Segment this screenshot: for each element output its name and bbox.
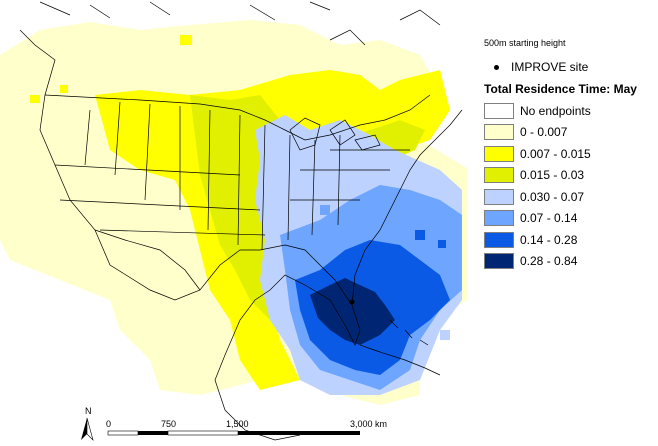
boundaries [19, 1, 463, 441]
legend-class-label: 0 - 0.007 [520, 125, 568, 140]
north-label: N [85, 406, 92, 416]
legend-class-row: 0.14 - 0.28 [484, 229, 656, 251]
residence-grid [0, 20, 467, 405]
east-coast [351, 109, 463, 306]
legend-class-label: 0.07 - 0.14 [520, 211, 578, 226]
legend-class-label: 0.007 - 0.015 [520, 146, 591, 161]
legend-class-label: 0.015 - 0.03 [520, 168, 585, 183]
band-0.28-0.84 [310, 278, 395, 345]
legend-class-label: 0.28 - 0.84 [520, 254, 578, 269]
legend-class-label: 0.030 - 0.07 [520, 189, 585, 204]
legend-swatch [484, 167, 514, 184]
legend-title: Total Residence Time: May [484, 82, 637, 96]
improve-site-marker[interactable] [349, 299, 355, 305]
legend-swatch [484, 231, 514, 248]
legend-classes: No endpoints 0 - 0.007 0.007 - 0.015 0.0… [478, 100, 656, 272]
legend-swatch [484, 145, 514, 162]
legend-swatch [484, 124, 514, 141]
legend-class-row: 0.015 - 0.03 [484, 165, 656, 187]
legend-class-row: 0.28 - 0.84 [484, 251, 656, 273]
map-panel[interactable]: N 0 750 1,500 3,000 km [0, 0, 467, 446]
site-dot-icon [494, 64, 499, 70]
north-america-outline [19, 29, 361, 441]
legend-class-row: 0.07 - 0.14 [484, 208, 656, 230]
legend-subtitle: 500m starting height [484, 38, 566, 48]
legend-site-label: IMPROVE site [511, 60, 589, 74]
scale-tick-1500: 1,500 [226, 419, 249, 429]
canada-us-border [44, 94, 431, 141]
legend: 500m starting height IMPROVE site Total … [478, 38, 656, 272]
legend-class-row: 0 - 0.007 [484, 122, 656, 144]
legend-site-entry: IMPROVE site [494, 60, 656, 74]
legend-swatch [484, 102, 514, 119]
legend-class-row: 0.007 - 0.015 [484, 143, 656, 165]
legend-swatch [484, 188, 514, 205]
legend-class-row: 0.030 - 0.07 [484, 186, 656, 208]
legend-class-row: No endpoints [484, 100, 656, 122]
scale-tick-0: 0 [106, 419, 111, 429]
legend-class-label: No endpoints [520, 103, 591, 118]
legend-swatch [484, 210, 514, 227]
scale-tick-750: 750 [161, 419, 176, 429]
us-mexico-border [94, 229, 201, 291]
great-lakes [289, 117, 381, 151]
residence-time-map[interactable]: N 0 750 1,500 3,000 km [0, 0, 467, 446]
arctic-islands [39, 1, 441, 46]
scale-tick-3000: 3,000 km [350, 419, 387, 429]
legend-swatch [484, 253, 514, 270]
scale-bar: 0 750 1,500 3,000 km [106, 419, 387, 436]
cuba-outline [359, 344, 441, 376]
state-lines [54, 101, 410, 251]
legend-class-label: 0.14 - 0.28 [520, 232, 578, 247]
north-arrow: N [81, 406, 94, 442]
bahamas-outline [389, 319, 429, 346]
